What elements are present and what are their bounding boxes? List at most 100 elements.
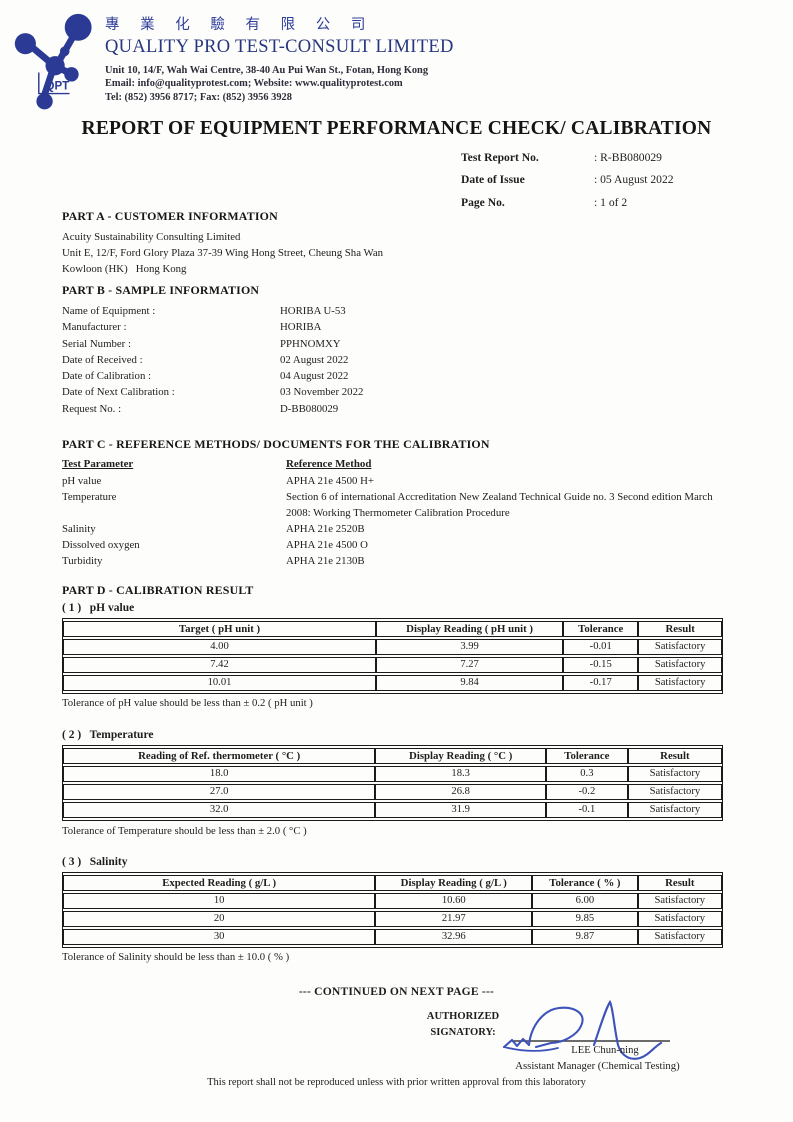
- cell-display-reading: 31.9: [375, 802, 547, 818]
- cell-display-reading: 26.8: [375, 784, 547, 800]
- equipment-name-label: Name of Equipment :: [62, 305, 156, 317]
- test-report-no-label: Test Report No.: [461, 151, 539, 164]
- parameter-name: Dissolved oxygen: [62, 538, 140, 551]
- report-info-row: Test Report No.: R-BB080029: [461, 147, 674, 169]
- reference-method: APHA 21e 2130B: [286, 554, 365, 567]
- sample-info-row: Date of Calibration : 04 August 2022: [62, 368, 363, 384]
- cell-tolerance: -0.01: [563, 639, 639, 655]
- date-next-calibration-value: 03 November 2022: [280, 386, 364, 399]
- cell-result: Satisfactory: [638, 657, 722, 673]
- column-header: Result: [637, 875, 722, 891]
- cell-result: Satisfactory: [638, 675, 722, 691]
- report-info-row: Date of Issue: 05 August 2022: [461, 169, 674, 191]
- serial-number-value: PPHNOMXY: [280, 337, 341, 350]
- column-header: Result: [638, 621, 722, 637]
- temperature-table: Reading of Ref. thermometer ( °C ) Displ…: [62, 745, 723, 821]
- column-header: Display Reading ( °C ): [375, 748, 547, 764]
- part-c-section: PART C - REFERENCE METHODS/ DOCUMENTS FO…: [62, 437, 722, 569]
- logo-qpt-text: QPT: [46, 81, 70, 93]
- column-header: Expected Reading ( g/L ): [63, 875, 376, 891]
- parameter-name: Temperature: [62, 490, 117, 503]
- company-address: Unit 10, 14/F, Wah Wai Centre, 38-40 Au …: [105, 65, 429, 76]
- cell-ref-reading: 32.0: [63, 802, 376, 818]
- customer-name: Acuity Sustainability Consulting Limited: [62, 231, 241, 243]
- part-a-heading: PART A - CUSTOMER INFORMATION: [62, 209, 278, 223]
- authorized-label-line1: AUTHORIZED: [426, 1011, 500, 1022]
- part-a-section: PART A - CUSTOMER INFORMATION Acuity Sus…: [62, 209, 383, 278]
- ph-value-table: Target ( pH unit ) Display Reading ( pH …: [62, 618, 723, 694]
- cell-tolerance: -0.2: [546, 784, 628, 800]
- table-row: 32.0 31.9 -0.1 Satisfactory: [63, 802, 722, 818]
- reference-method: APHA 21e 4500 H+: [286, 474, 374, 487]
- report-disclaimer: This report shall not be reproduced unle…: [207, 1077, 586, 1088]
- cell-display-reading: 32.96: [375, 929, 533, 945]
- sample-info-row: Name of Equipment : HORIBA U-53: [62, 303, 363, 319]
- cell-result: Satisfactory: [637, 929, 722, 945]
- table-header-row: Target ( pH unit ) Display Reading ( pH …: [63, 621, 722, 637]
- table-row: 18.0 18.3 0.3 Satisfactory: [63, 766, 722, 782]
- cell-tolerance: -0.1: [546, 802, 628, 818]
- cell-display-reading: 3.99: [376, 639, 564, 655]
- cell-ref-reading: 27.0: [63, 784, 376, 800]
- column-header: Result: [627, 748, 722, 764]
- cell-result: Satisfactory: [637, 911, 722, 927]
- column-header: Tolerance ( % ): [532, 875, 638, 891]
- report-info-row: Page No.: 1 of 2: [461, 192, 674, 214]
- cell-result: Satisfactory: [627, 784, 722, 800]
- reference-method-row: pH value APHA 21e 4500 H+: [62, 473, 722, 489]
- cell-display-reading: 7.27: [376, 657, 564, 673]
- reference-method-row: Dissolved oxygen APHA 21e 4500 O: [62, 537, 722, 553]
- company-name-chinese: 專 業 化 驗 有 限 公 司: [105, 17, 374, 33]
- date-received-label: Date of Received :: [62, 353, 143, 366]
- table-row: 4.00 3.99 -0.01 Satisfactory: [63, 639, 722, 655]
- column-header: Target ( pH unit ): [63, 621, 377, 637]
- salinity-tolerance-note: Tolerance of Salinity should be less tha…: [62, 951, 290, 963]
- date-received-value: 02 August 2022: [280, 353, 349, 366]
- cell-result: Satisfactory: [638, 639, 722, 655]
- column-header: Reading of Ref. thermometer ( °C ): [63, 748, 376, 764]
- table-row: 10 10.60 6.00 Satisfactory: [63, 893, 722, 909]
- parameter-name: Turbidity: [62, 554, 103, 567]
- request-no-value: D-BB080029: [280, 402, 339, 415]
- manufacturer-value: HORIBA: [280, 321, 322, 334]
- cell-display-reading: 9.84: [376, 675, 564, 691]
- cell-expected-reading: 10: [63, 893, 376, 909]
- signature-image: [502, 999, 670, 1060]
- salinity-subtitle: ( 3 ) Salinity: [62, 856, 128, 868]
- cell-tolerance: 0.3: [546, 766, 628, 782]
- date-of-issue-label: Date of Issue: [461, 173, 525, 187]
- signatory-title: Assistant Manager (Chemical Testing): [515, 1060, 680, 1072]
- date-calibration-value: 04 August 2022: [280, 370, 349, 383]
- column-header: Tolerance: [563, 621, 639, 637]
- sample-info-row: Date of Next Calibration : 03 November 20…: [62, 384, 363, 400]
- report-info: Test Report No.: R-BB080029 Date of Issu…: [461, 147, 674, 214]
- table-header-row: Expected Reading ( g/L ) Display Reading…: [63, 875, 722, 891]
- reference-method-row: Salinity APHA 21e 2520B: [62, 521, 722, 537]
- sample-info-row: Request No. : D-BB080029: [62, 401, 363, 417]
- serial-number-label: Serial Number :: [62, 337, 131, 350]
- cell-ref-reading: 18.0: [63, 766, 376, 782]
- company-tel-fax: Tel: (852) 3956 8717; Fax: (852) 3956 39…: [105, 91, 292, 103]
- reference-method: Section 6 of international Accreditation…: [286, 490, 713, 519]
- table-row: 27.0 26.8 -0.2 Satisfactory: [63, 784, 722, 800]
- cell-target: 7.42: [63, 657, 377, 673]
- cell-expected-reading: 20: [63, 911, 376, 927]
- salinity-table: Expected Reading ( g/L ) Display Reading…: [62, 872, 723, 948]
- date-calibration-label: Date of Calibration :: [62, 370, 152, 383]
- cell-display-reading: 10.60: [375, 893, 533, 909]
- table-row: 10.01 9.84 -0.17 Satisfactory: [63, 675, 722, 691]
- customer-address-line2: Kowloon (HK) Hong Kong: [62, 263, 187, 276]
- cell-result: Satisfactory: [627, 802, 722, 818]
- reference-method-column-header: Reference Method: [286, 458, 372, 470]
- report-title: REPORT OF EQUIPMENT PERFORMANCE CHECK/ C…: [81, 118, 712, 139]
- request-no-label: Request No. :: [62, 402, 122, 415]
- cell-target: 10.01: [63, 675, 377, 691]
- part-c-heading: PART C - REFERENCE METHODS/ DOCUMENTS FO…: [62, 437, 490, 451]
- column-header: Display Reading ( pH unit ): [376, 621, 564, 637]
- date-next-calibration-label: Date of Next Calibration :: [62, 386, 175, 399]
- ph-tolerance-note: Tolerance of pH value should be less tha…: [62, 697, 313, 709]
- cell-display-reading: 21.97: [375, 911, 533, 927]
- column-header: Display Reading ( g/L ): [375, 875, 533, 891]
- part-d-heading: PART D - CALIBRATION RESULT: [62, 583, 254, 597]
